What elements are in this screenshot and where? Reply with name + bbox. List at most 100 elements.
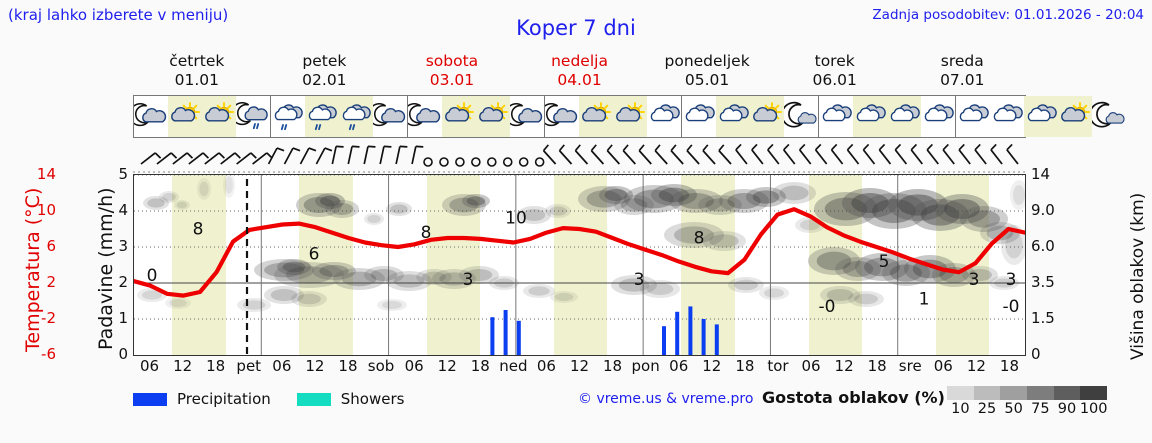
weather-icon-cell [990, 96, 1024, 137]
time-axis-label: 18 [735, 357, 755, 375]
time-axis-label: 12 [305, 357, 325, 375]
wind-barb [686, 144, 700, 165]
weather-icon-cell [510, 96, 544, 137]
sun-cloud-icon [753, 101, 782, 122]
page-title: Koper 7 dni [516, 16, 636, 40]
cloud-density-blob [960, 206, 1008, 232]
last-update-label: Zadnja posodobitev: 01.01.2026 - 20:04 [872, 7, 1144, 23]
wind-barb [534, 157, 545, 167]
cloud-density-scale-value: 100 [1079, 401, 1108, 417]
cloud-density-blob [277, 259, 311, 275]
temperature-point-label: 6 [309, 245, 320, 265]
cloud-density-blob [386, 271, 432, 291]
precipitation-bar [662, 326, 666, 355]
weather-icon-cell [442, 96, 476, 137]
cloud-height-tick: 6.0 [1031, 237, 1055, 255]
cloud-density-swatch [1053, 386, 1081, 400]
cloud-density-blob [728, 277, 764, 293]
wind-barb [204, 152, 225, 165]
day-date: 03.01 [429, 71, 475, 89]
day-header-6: torek 06.01 [771, 52, 899, 92]
sun-cloud-icon [171, 101, 200, 122]
wind-barb [990, 143, 1003, 165]
time-axis-label: 06 [139, 357, 160, 375]
cloud-icon [890, 103, 920, 121]
cloud-density-blob [1001, 225, 1025, 265]
temperature-axis-title: Temperatura (°C) [22, 187, 44, 352]
time-axis-label: pet [236, 357, 262, 375]
cloud-density-blob [911, 199, 969, 231]
time-axis-label: tor [767, 357, 789, 375]
location-menu-hint[interactable]: (kraj lahko izberete v meniju) [8, 6, 229, 24]
cloud-density-blob [669, 189, 723, 213]
cloud-density-blob [274, 262, 344, 288]
wind-barb [236, 152, 257, 165]
day-name: sobota [425, 52, 479, 70]
day-name: nedelja [551, 52, 608, 70]
cloud-density-blob [545, 204, 571, 218]
cloud-density-swatch [1080, 386, 1108, 400]
day-date: 06.01 [812, 71, 857, 89]
wind-barb [395, 145, 408, 165]
cloud-density-blob [820, 286, 860, 304]
weather-icon-cell [819, 96, 853, 137]
cloud-density-blob [325, 200, 359, 218]
daylight-band [299, 175, 353, 355]
weather-icon-cell [853, 96, 887, 137]
wind-barb [267, 147, 285, 165]
wind-barb [670, 144, 684, 165]
copyright-label[interactable]: © vreme.us & vreme.pro [578, 391, 754, 407]
time-axis-label: 12 [702, 357, 722, 375]
cloud-density-blob [386, 202, 412, 216]
day-date: 01.01 [174, 71, 219, 89]
precipitation-bar [688, 306, 693, 355]
cloud-height-tick: 0 [1031, 345, 1041, 363]
cloud-density-blob [808, 247, 860, 275]
cloud-density-blob [719, 189, 769, 213]
icon-day-7 [956, 96, 1126, 137]
cloud-density-blob [364, 213, 384, 225]
cloud-density-blob [364, 266, 404, 284]
time-axis-label: 12 [966, 357, 986, 375]
sun-cloud-icon [616, 101, 645, 122]
time-axis-label: 06 [404, 357, 424, 375]
wind-barb [140, 152, 162, 165]
precipitation-legend-label: Precipitation [177, 390, 271, 408]
daylight-band [172, 175, 226, 355]
temperature-point-label: 5 [879, 252, 890, 272]
wind-barb [783, 143, 796, 165]
cloud-density-blob [611, 275, 657, 295]
time-axis-label: 18 [867, 357, 887, 375]
precipitation-bar [675, 311, 680, 355]
day-name: torek [814, 52, 855, 70]
cloud-density-blob [888, 189, 948, 221]
cloud-density-blob [432, 269, 476, 289]
wind-barb [411, 145, 424, 165]
icon-day-1 [134, 96, 271, 137]
time-axis-label: 18 [338, 357, 358, 375]
sun-cloud-icon [479, 101, 508, 122]
cloud-density-blob [333, 268, 385, 290]
day-header-7: sreda 07.01 [898, 52, 1026, 92]
day-header-2: petek 02.01 [261, 52, 389, 92]
wind-barb [471, 157, 481, 167]
precipitation-bar [701, 319, 706, 355]
time-axis-label: pon [631, 357, 660, 375]
weather-icon-cell [613, 96, 647, 137]
wind-barb [518, 157, 529, 167]
icon-day-3 [408, 96, 545, 137]
weather-icon-cell [579, 96, 613, 137]
cloud-density-blob [523, 284, 555, 298]
cloud-density-swatch [973, 386, 1001, 400]
time-axis-label: 06 [933, 357, 953, 375]
time-axis-label: 12 [834, 357, 854, 375]
cloud-density-blob [989, 276, 1019, 290]
weather-icon-cell [408, 96, 442, 137]
temperature-point-label: -0 [1003, 297, 1020, 317]
weather-icon-cell [716, 96, 750, 137]
cloud-density-blob [489, 276, 519, 290]
time-axis-label: 12 [569, 357, 590, 375]
cloud-density-blob [291, 291, 327, 307]
weather-icon-cell [887, 96, 921, 137]
plot-canvas: 0 8 6 8 3 10 3 8 -0 5 1 3 -0 3 [134, 175, 1025, 355]
